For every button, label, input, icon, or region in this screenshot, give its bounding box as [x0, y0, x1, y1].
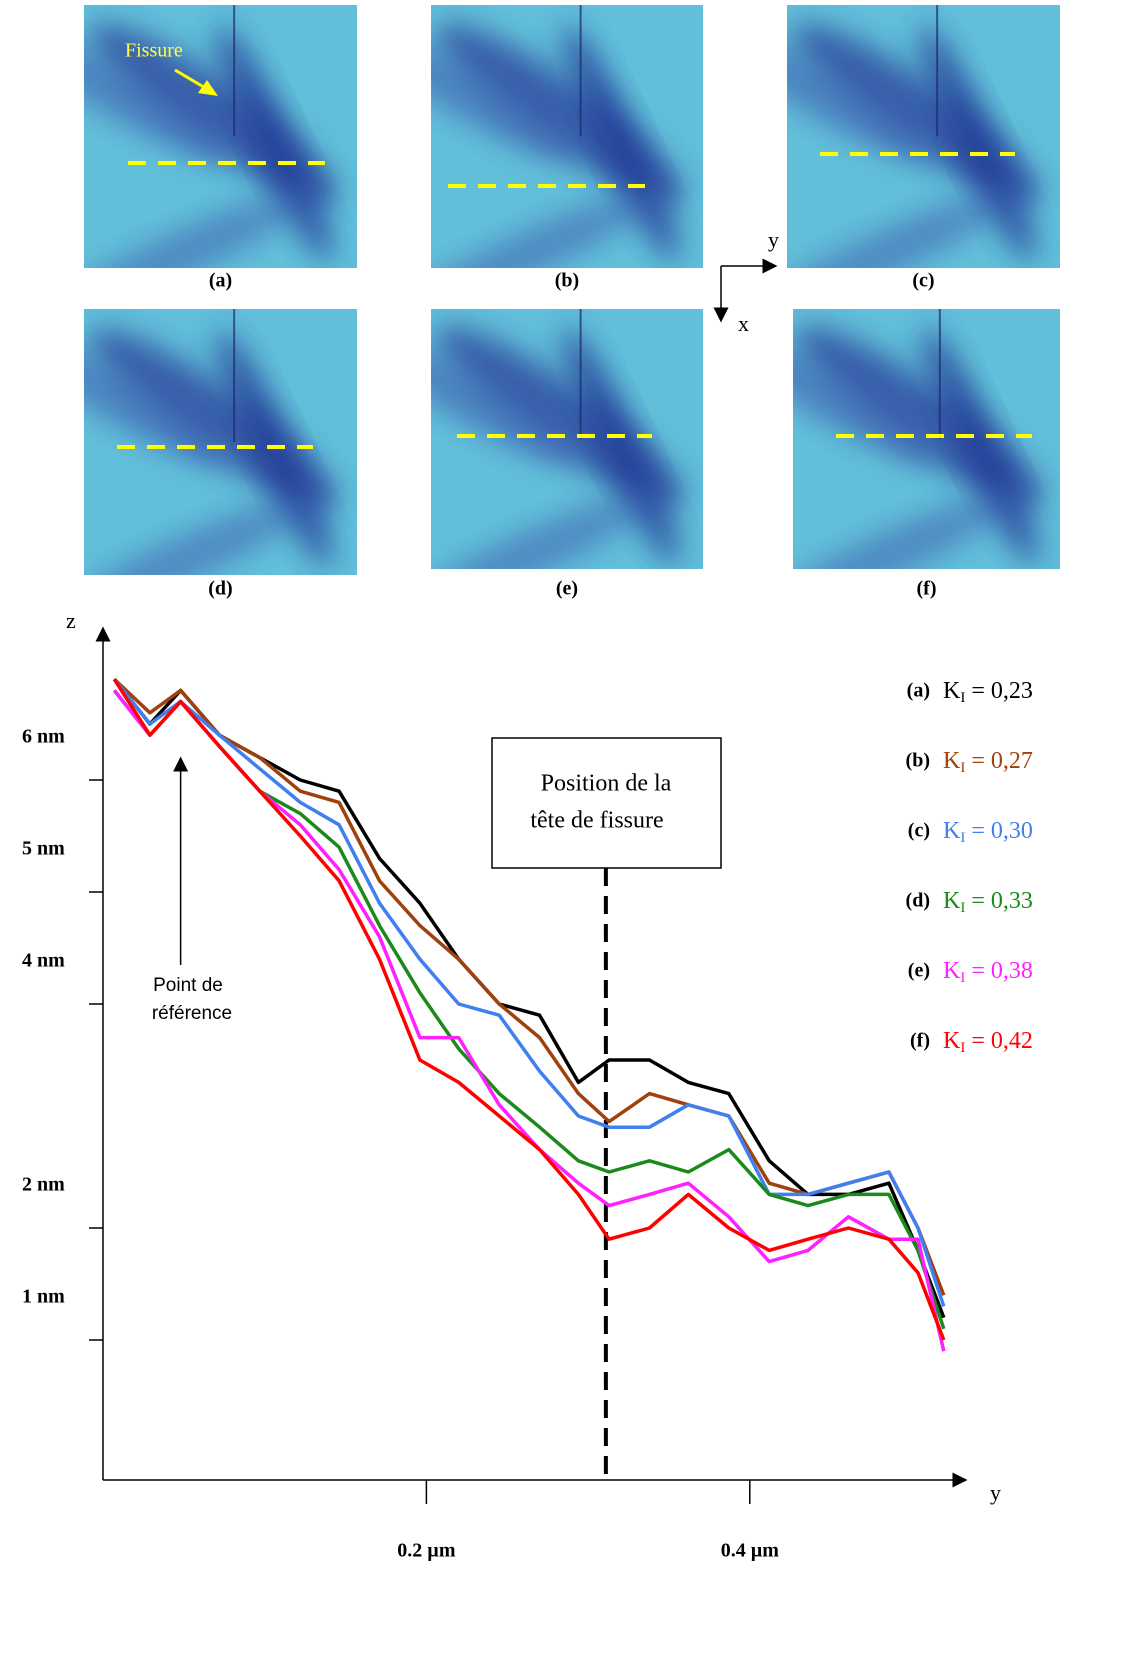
annotation-text: tête de fissure: [530, 808, 663, 834]
legend-panel: (a): [907, 680, 930, 702]
legend-symbol: K: [943, 818, 961, 844]
legend-label: KI = 0,42: [943, 1028, 1033, 1057]
legend-label: KI = 0,38: [943, 958, 1033, 987]
legend-symbol: K: [943, 748, 961, 774]
dark-band: [431, 493, 654, 569]
x-tick-label: 0.2 µm: [397, 1540, 456, 1562]
legend-subscript: I: [960, 690, 965, 706]
legend-symbol: K: [943, 888, 961, 914]
x-tick-label: 0.4 µm: [721, 1540, 780, 1562]
legend-name: = 0,38: [971, 958, 1033, 984]
panel-label: (a): [209, 270, 232, 292]
dark-band: [84, 33, 229, 161]
legend-label: KI = 0,27: [943, 748, 1033, 777]
afm-image: [431, 309, 703, 569]
legend-symbol: K: [943, 678, 961, 704]
legend-name: = 0,23: [971, 678, 1033, 704]
afm-image: [787, 5, 1060, 268]
legend-subscript: I: [960, 760, 965, 776]
dark-band: [84, 338, 229, 466]
dark-band: [431, 336, 576, 464]
afm-image: [793, 309, 1060, 569]
orient-x-label: x: [738, 311, 749, 336]
legend-panel: (e): [908, 960, 930, 982]
legend-subscript: I: [960, 970, 965, 986]
legend-panel: (c): [908, 820, 930, 842]
dark-band: [793, 493, 1014, 569]
afm-image: [431, 5, 703, 268]
legend-label: KI = 0,30: [943, 818, 1033, 847]
dark-band: [431, 33, 576, 161]
profile-curve: [112, 678, 946, 1341]
dark-band: [431, 192, 654, 268]
legend-subscript: I: [960, 830, 965, 846]
panel-label: (e): [556, 578, 578, 600]
panel-label: (b): [555, 270, 579, 292]
dark-band: [787, 33, 932, 161]
y-tick-label: 5 nm: [22, 838, 65, 860]
legend-name: = 0,27: [971, 748, 1033, 774]
y-axis-label: z: [66, 608, 76, 633]
legend-subscript: I: [960, 900, 965, 916]
panel-label: (c): [912, 270, 934, 292]
crack-arrowhead: [198, 80, 218, 96]
legend-symbol: K: [943, 1028, 961, 1054]
orient-y-label: y: [768, 227, 779, 252]
annotation-text: référence: [152, 1003, 232, 1024]
legend-panel: (f): [910, 1030, 930, 1052]
legend-name: = 0,33: [971, 888, 1033, 914]
legend-panel: (b): [906, 750, 930, 772]
annotation-text: Point de: [153, 975, 223, 996]
crack-label: Fissure: [125, 40, 183, 62]
legend-label: KI = 0,33: [943, 888, 1033, 917]
image-content: [787, 5, 1060, 268]
y-tick-label: 2 nm: [22, 1174, 65, 1196]
dark-band: [793, 336, 938, 464]
legend-name: = 0,30: [971, 818, 1033, 844]
image-content: [431, 5, 703, 268]
dark-band: [787, 192, 1010, 268]
panel-label: (f): [917, 578, 937, 600]
dark-band: [84, 192, 307, 268]
x-axis-label: y: [990, 1480, 1001, 1505]
image-content: [84, 309, 357, 575]
legend-panel: (d): [906, 890, 930, 912]
annotation-box: [491, 737, 722, 869]
afm-image: [84, 309, 357, 575]
afm-image: [84, 5, 357, 268]
y-tick-label: 6 nm: [22, 726, 65, 748]
legend-subscript: I: [960, 1040, 965, 1056]
dark-band: [84, 499, 307, 575]
image-content: [793, 309, 1060, 569]
image-content: [431, 309, 703, 569]
profile-curve: [112, 678, 946, 1307]
legend-label: KI = 0,23: [943, 678, 1033, 707]
image-content: [84, 5, 357, 268]
legend-name: = 0,42: [971, 1028, 1033, 1054]
legend-symbol: K: [943, 958, 961, 984]
annotation-text: Position de la: [541, 771, 672, 797]
panel-label: (d): [208, 578, 232, 600]
y-tick-label: 4 nm: [22, 950, 65, 972]
y-tick-label: 1 nm: [22, 1286, 65, 1308]
